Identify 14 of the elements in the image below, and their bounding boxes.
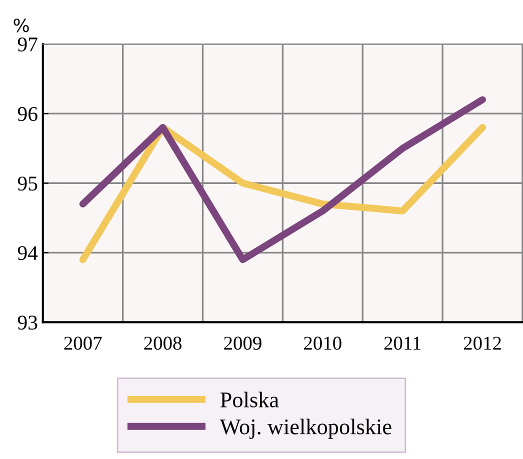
x-tick-label: 2008: [144, 336, 182, 350]
y-tick-label: 96: [18, 107, 38, 122]
y-tick-label: 95: [18, 176, 38, 191]
y-tick-label: 94: [18, 246, 38, 260]
legend-label: Woj. wielkopolskie: [220, 418, 392, 439]
x-tick-label: 2011: [384, 336, 420, 350]
x-tick-label: 2010: [304, 336, 342, 350]
y-axis-title: %: [14, 18, 29, 32]
x-tick-label: 2012: [464, 336, 501, 350]
x-tick-label: 2009: [224, 336, 262, 350]
x-tick-label: 2007: [64, 336, 102, 350]
y-tick-label: 93: [18, 316, 38, 330]
y-tick-label: 97: [18, 37, 38, 52]
legend-label: Polska: [220, 392, 279, 408]
